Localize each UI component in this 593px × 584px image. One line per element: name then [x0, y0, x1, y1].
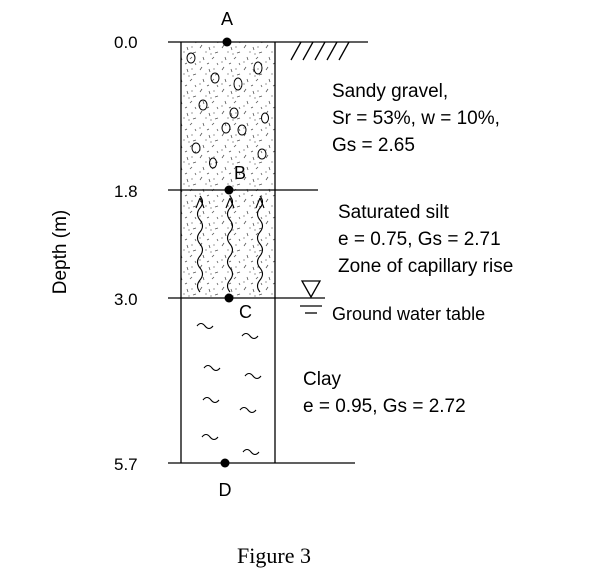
depth-label-3: 5.7 — [114, 455, 138, 474]
point-b-dot — [224, 185, 234, 195]
gravel-props-2: Gs = 2.65 — [332, 135, 415, 156]
boundary-points — [220, 37, 234, 468]
depth-lines — [168, 41, 368, 464]
point-c-dot — [224, 293, 234, 303]
clay-name: Clay — [303, 369, 342, 390]
silt-name: Saturated silt — [338, 202, 450, 223]
speckle-fill — [181, 42, 275, 298]
gravel-name: Sandy gravel, — [332, 81, 448, 102]
depth-label-1: 1.8 — [114, 182, 138, 201]
capillary-arrows — [195, 195, 265, 293]
ground-surface-hatch — [290, 41, 350, 61]
figure-caption: Figure 3 — [237, 543, 311, 568]
clay-props-1: e = 0.95, Gs = 2.72 — [303, 396, 466, 417]
clay-symbols — [196, 322, 262, 456]
gravel-props-1: Sr = 53%, w = 10%, — [332, 108, 500, 129]
depth-axis-label: Depth (m) — [50, 210, 71, 294]
depth-label-0: 0.0 — [114, 33, 138, 52]
water-table-icon — [300, 280, 322, 314]
depth-label-2: 3.0 — [114, 290, 138, 309]
point-b-label: B — [234, 163, 246, 183]
gravel-pebbles — [186, 52, 269, 169]
point-c-label: C — [239, 302, 252, 322]
point-a-dot — [222, 37, 232, 47]
point-a-label: A — [221, 9, 233, 29]
point-d-dot — [220, 458, 230, 468]
point-d-label: D — [219, 480, 232, 500]
water-table-label: Ground water table — [332, 304, 485, 324]
silt-props-2: Zone of capillary rise — [338, 256, 513, 277]
silt-props-1: e = 0.75, Gs = 2.71 — [338, 229, 501, 250]
column-borders — [180, 42, 276, 463]
